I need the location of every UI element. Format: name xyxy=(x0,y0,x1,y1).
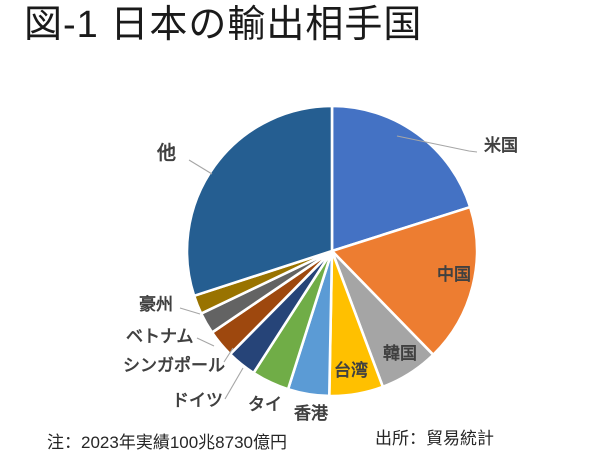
chart-title: 図-1 日本の輸出相手国 xyxy=(24,4,423,46)
leader-line-vietnam xyxy=(196,337,215,347)
pie-label-china: 中国 xyxy=(437,265,471,284)
pie-label-thailand: タイ xyxy=(248,395,282,414)
pie-label-australia: 豪州 xyxy=(139,295,173,314)
pie-label-germany: ドイツ xyxy=(172,391,223,410)
pie-label-taiwan: 台湾 xyxy=(334,361,368,380)
pie-slice-group xyxy=(185,104,479,398)
footnote-total-value: 注：2023年実績100兆8730億円 xyxy=(47,433,288,452)
leader-line-singapore xyxy=(223,347,234,363)
leader-line-group xyxy=(179,135,478,400)
leader-line-australia xyxy=(179,307,201,315)
pie-slice-others xyxy=(185,104,334,298)
leader-line-others xyxy=(188,159,213,175)
pie-label-korea: 韓国 xyxy=(383,344,417,363)
leader-line-germany xyxy=(224,367,244,400)
pie-label-vietnam: ベトナム xyxy=(126,327,194,346)
leader-line-usa xyxy=(396,135,478,153)
pie-label-others: 他 xyxy=(157,143,177,164)
pie-label-singapore: シンガポール xyxy=(123,356,225,375)
pie-label-usa: 米国 xyxy=(484,136,518,155)
pie-slice-usa xyxy=(330,104,472,253)
pie-label-hongkong: 香港 xyxy=(294,404,328,423)
pie-slice-china xyxy=(330,205,479,357)
footnote-source: 出所：貿易統計 xyxy=(375,429,494,448)
